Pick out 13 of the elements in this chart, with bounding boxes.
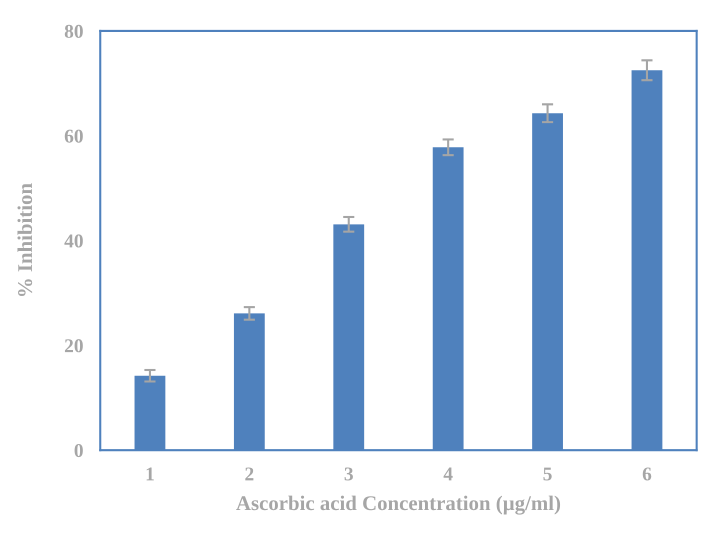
y-axis-title: % Inhibition bbox=[17, 183, 32, 296]
y-tick-label: 40 bbox=[64, 234, 83, 248]
x-tick-label: 4 bbox=[444, 468, 453, 480]
x-tick-label: 6 bbox=[642, 467, 652, 481]
y-tick-label: 80 bbox=[64, 24, 83, 38]
y-tick-label: 0 bbox=[74, 444, 83, 458]
x-tick-label: 1 bbox=[146, 467, 154, 480]
y-tick-label: 60 bbox=[64, 130, 83, 143]
x-axis-title: Ascorbic acid Concentration (µg/ml) bbox=[236, 496, 560, 515]
x-tick-label: 5 bbox=[543, 468, 552, 481]
x-tick-label: 2 bbox=[245, 467, 254, 480]
y-tick-label: 20 bbox=[64, 339, 83, 352]
x-tick-label: 3 bbox=[344, 467, 353, 481]
